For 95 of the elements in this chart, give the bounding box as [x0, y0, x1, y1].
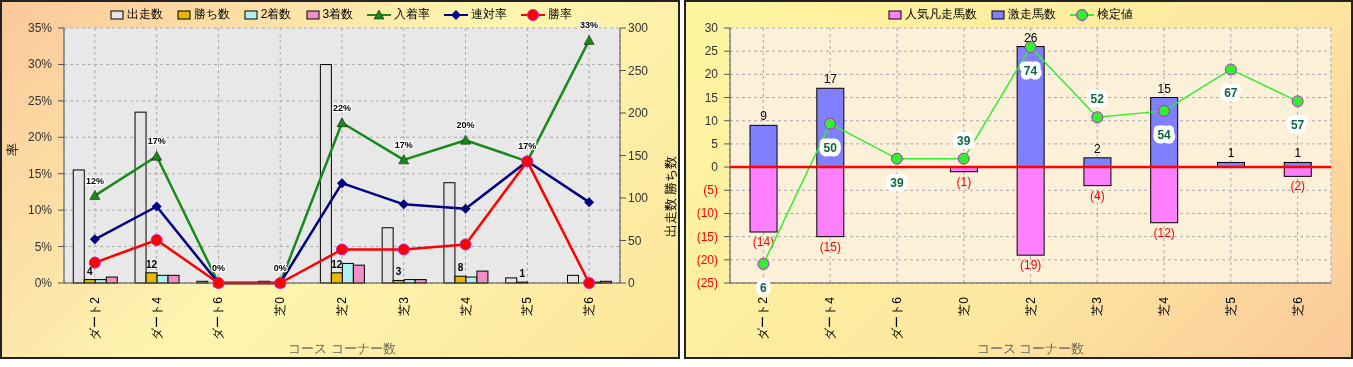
x-tick-label: 芝2 [1023, 296, 1038, 316]
x-tick-label: 芝5 [520, 296, 535, 316]
data-label: 20% [456, 120, 475, 131]
data-label: (14) [752, 235, 775, 249]
data-label: 12 [145, 258, 158, 270]
x-tick-label: 芝0 [956, 296, 971, 316]
x-tick-label: ダート6 [211, 296, 226, 340]
data-label: 67 [1224, 86, 1238, 101]
data-label: 8 [457, 262, 464, 274]
y2-axis-title: 出走数 勝ち数 [662, 155, 678, 238]
legend-label: 連対率 [470, 6, 508, 23]
y-tick-label: 5% [34, 239, 53, 254]
x-tick-label: 芝3 [396, 296, 411, 316]
x-axis-title: コース コーナー数 [288, 341, 396, 356]
y-axis-title: 率 [4, 142, 20, 156]
y-tick-label: (25) [696, 276, 718, 290]
x-tick-label: 芝3 [1090, 296, 1105, 316]
y2-tick-label: 250 [628, 63, 649, 78]
y2-tick-label: 100 [628, 191, 649, 206]
legend-label: 出走数 [125, 6, 163, 23]
data-label: 12 [331, 258, 343, 270]
y-tick-label: 35% [27, 21, 53, 35]
legend-label: 勝率 [547, 6, 573, 23]
y-tick-label: (5) [703, 183, 718, 198]
y-tick-label: 15% [27, 166, 53, 181]
y-tick-label: 15 [704, 90, 719, 105]
y-tick-label: (10) [696, 206, 718, 221]
y-tick-label: 5 [711, 136, 719, 151]
x-tick-label: ダート2 [756, 296, 771, 340]
data-label: 39 [957, 133, 971, 148]
legend-label: 検定値 [1096, 6, 1133, 23]
data-label: 1 [519, 268, 526, 280]
y2-tick-label: 150 [628, 148, 649, 163]
data-label: 2 [1094, 141, 1102, 156]
x-tick-label: 芝5 [1223, 296, 1238, 316]
y-tick-label: 10% [27, 203, 53, 218]
data-label: (15) [819, 239, 841, 254]
data-label: 6 [760, 280, 768, 295]
data-label: 39 [890, 175, 904, 190]
data-label: 74 [1023, 64, 1038, 79]
x-tick-label: 芝4 [458, 296, 473, 316]
legend-label: 人気凡走馬数 [904, 6, 977, 23]
legend-label: 3着数 [321, 6, 354, 23]
data-label: 17 [823, 72, 838, 87]
data-label: (12) [1153, 225, 1175, 240]
y-tick-label: (15) [696, 229, 718, 244]
x-axis-title: コース コーナー数 [976, 341, 1085, 356]
x-tick-label: 芝2 [335, 296, 349, 316]
data-label: 52 [1090, 92, 1105, 107]
y-tick-label: 20% [27, 130, 53, 145]
data-label: 17% [394, 139, 413, 150]
data-label: (1) [956, 174, 972, 189]
x-tick-label: ダート4 [149, 296, 164, 340]
y-tick-label: 10 [704, 113, 719, 128]
data-label: 57 [1290, 118, 1305, 133]
data-label: 54 [1157, 127, 1172, 142]
y-tick-label: 25% [27, 93, 53, 108]
data-label: 26 [1023, 30, 1038, 45]
x-tick-label: 芝6 [1290, 296, 1305, 316]
y-tick-label: 30 [704, 21, 719, 35]
y-tick-label: (20) [696, 252, 718, 267]
y2-tick-label: 300 [628, 21, 649, 36]
legend-label: 激走馬数 [1007, 6, 1056, 23]
y2-tick-label: 0 [628, 276, 635, 291]
data-label: (4) [1090, 188, 1105, 203]
legend-label: 勝ち数 [192, 6, 230, 23]
data-label: 3 [395, 266, 402, 278]
y-tick-label: 0 [711, 160, 719, 175]
x-tick-label: ダート4 [823, 296, 838, 340]
y-tick-label: 0% [34, 276, 53, 290]
x-tick-label: ダート2 [87, 296, 102, 340]
data-label: 17% [147, 136, 166, 147]
data-label: (19) [1019, 258, 1042, 273]
data-label: 9 [760, 109, 768, 124]
x-tick-label: 芝0 [273, 296, 288, 316]
legend-label: 2着数 [259, 6, 292, 23]
data-label: 15 [1157, 81, 1172, 96]
data-label: 22% [332, 102, 352, 113]
data-label: 33% [580, 20, 599, 31]
y-tick-label: 25 [704, 44, 719, 59]
y-tick-label: 20 [704, 67, 719, 82]
data-label: 12% [85, 175, 104, 186]
data-label: 1 [1227, 146, 1235, 161]
data-label: 1 [1294, 146, 1302, 161]
data-label: 4 [86, 265, 93, 277]
y-tick-label: 30% [27, 57, 53, 72]
x-tick-label: 芝4 [1157, 296, 1172, 316]
legend-label: 入着率 [393, 6, 431, 23]
y2-tick-label: 50 [628, 233, 642, 248]
y2-tick-label: 200 [628, 106, 649, 121]
x-tick-label: 芝6 [582, 296, 597, 316]
data-label: 0% [211, 263, 225, 273]
data-label: (2) [1290, 179, 1306, 194]
data-label: 50 [823, 140, 838, 155]
x-tick-label: ダート6 [889, 296, 904, 340]
